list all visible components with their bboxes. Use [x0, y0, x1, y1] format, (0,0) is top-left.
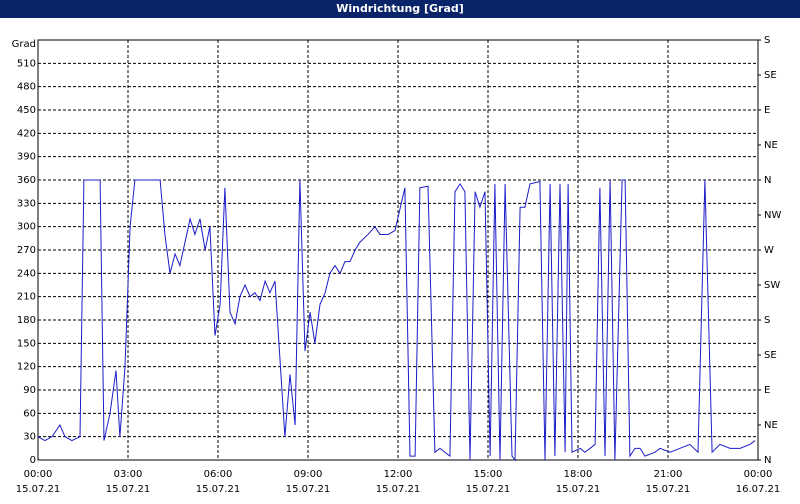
y2-tick-label: SW — [764, 280, 780, 291]
y2-tick-label: E — [764, 105, 770, 116]
x-tick-label: 21:00 — [654, 469, 683, 480]
y-tick-label: 210 — [17, 292, 36, 303]
y-tick-label: 90 — [23, 385, 36, 396]
x-tick-date: 15.07.21 — [16, 484, 61, 495]
y2-tick-label: NE — [764, 140, 778, 151]
x-tick-label: 09:00 — [294, 469, 323, 480]
y-tick-label: 480 — [17, 82, 36, 93]
y-tick-label: 450 — [17, 105, 36, 116]
y-tick-label: 270 — [17, 245, 36, 256]
y-tick-label: 510 — [17, 58, 36, 69]
y-tick-label: 390 — [17, 152, 36, 163]
y2-tick-label: NE — [764, 420, 778, 431]
y-tick-label: 120 — [17, 362, 36, 373]
x-tick-date: 15.07.21 — [106, 484, 151, 495]
x-tick-label: 18:00 — [564, 469, 593, 480]
x-tick-date: 16.07.21 — [736, 484, 781, 495]
x-tick-date: 15.07.21 — [466, 484, 511, 495]
y2-tick-label: SE — [764, 350, 777, 361]
y-axis-label: Grad — [12, 39, 36, 50]
x-tick-date: 15.07.21 — [286, 484, 331, 495]
y-tick-label: 60 — [23, 408, 36, 419]
y-tick-label: 330 — [17, 198, 36, 209]
title-bar — [0, 0, 800, 18]
y-tick-label: 0 — [30, 455, 36, 466]
y2-tick-label: SE — [764, 70, 777, 81]
y2-tick-label: W — [764, 245, 774, 256]
data-line — [37, 179, 756, 462]
y2-tick-label: S — [764, 315, 770, 326]
y2-tick-label: E — [764, 385, 770, 396]
y-tick-label: 180 — [17, 315, 36, 326]
x-tick-label: 00:00 — [24, 469, 53, 480]
x-tick-date: 15.07.21 — [556, 484, 601, 495]
x-tick-label: 00:00 — [744, 469, 773, 480]
y-tick-label: 150 — [17, 338, 36, 349]
y-tick-label: 240 — [17, 268, 36, 279]
y2-tick-label: N — [764, 455, 771, 466]
x-tick-label: 12:00 — [384, 469, 413, 480]
y2-tick-label: NW — [764, 210, 781, 221]
y2-tick-label: N — [764, 175, 771, 186]
y-tick-label: 300 — [17, 222, 36, 233]
x-tick-label: 06:00 — [204, 469, 233, 480]
y-tick-label: 360 — [17, 175, 36, 186]
x-tick-label: 03:00 — [114, 469, 143, 480]
chart-title: Windrichtung [Grad] — [336, 2, 464, 15]
y-tick-label: 30 — [23, 432, 36, 443]
x-tick-date: 15.07.21 — [196, 484, 241, 495]
x-tick-date: 15.07.21 — [646, 484, 691, 495]
y2-tick-label: S — [764, 35, 770, 46]
x-tick-label: 15:00 — [474, 469, 503, 480]
x-tick-date: 15.07.21 — [376, 484, 421, 495]
y-tick-label: 420 — [17, 128, 36, 139]
